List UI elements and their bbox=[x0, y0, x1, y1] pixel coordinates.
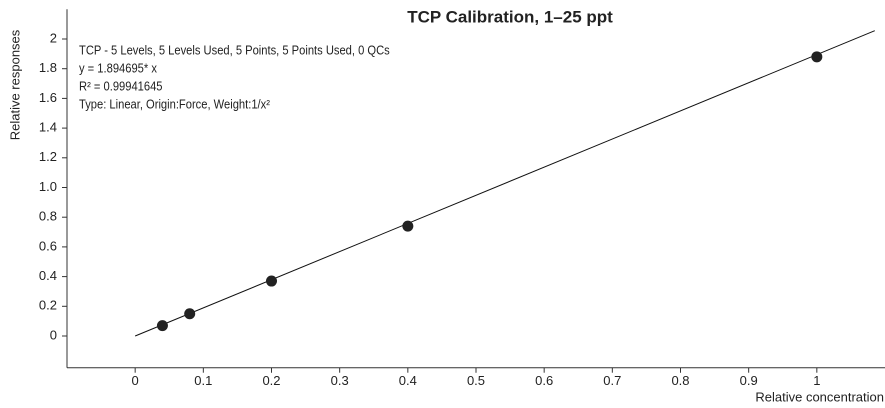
x-tick-label: 0 bbox=[132, 373, 139, 388]
annotations: TCP - 5 Levels, 5 Levels Used, 5 Points,… bbox=[79, 43, 390, 112]
annotation: TCP - 5 Levels, 5 Levels Used, 5 Points,… bbox=[79, 43, 390, 58]
data-point bbox=[184, 308, 196, 320]
y-tick-label: 0 bbox=[50, 327, 57, 342]
y-tick-label: 1.0 bbox=[39, 179, 57, 194]
data-point bbox=[156, 320, 168, 332]
data-point bbox=[402, 220, 414, 232]
x-tick-label: 0.5 bbox=[467, 373, 485, 388]
annotation: Type: Linear, Origin:Force, Weight:1/x² bbox=[79, 97, 270, 112]
x-tick-label: 0.4 bbox=[399, 373, 417, 388]
x-tick-label: 1 bbox=[813, 373, 820, 388]
chart-title: TCP Calibration, 1–25 ppt bbox=[407, 7, 613, 26]
x-tick-label: 0.8 bbox=[671, 373, 689, 388]
fit-line bbox=[134, 30, 875, 337]
y-tick-label: 0.6 bbox=[39, 238, 57, 253]
data-point bbox=[811, 51, 823, 63]
y-tick-label: 0.4 bbox=[39, 268, 57, 283]
annotation: y = 1.894695* x bbox=[79, 61, 157, 76]
y-tick-label: 1.8 bbox=[39, 60, 57, 75]
y-tick-label: 2 bbox=[50, 30, 57, 45]
x-tick-label: 0.9 bbox=[740, 373, 758, 388]
y-tick-label: 0.2 bbox=[39, 298, 57, 313]
data-point bbox=[266, 275, 277, 287]
y-tick-label: 0.8 bbox=[39, 209, 57, 224]
x-tick-label: 0.6 bbox=[535, 373, 553, 388]
y-tick-label: 1.6 bbox=[39, 90, 57, 105]
x-tick-label: 0.2 bbox=[262, 373, 280, 388]
y-axis-label: Relative responses bbox=[7, 29, 22, 140]
x-tick-label: 0.7 bbox=[603, 373, 621, 388]
x-axis-label: Relative concentration bbox=[755, 389, 884, 404]
x-tick-label: 0.3 bbox=[331, 373, 349, 388]
annotation: R² = 0.99941645 bbox=[79, 79, 163, 94]
y-tick-label: 1.2 bbox=[39, 149, 57, 164]
y-tick-label: 1.4 bbox=[39, 120, 57, 135]
x-tick-label: 0.1 bbox=[194, 373, 212, 388]
